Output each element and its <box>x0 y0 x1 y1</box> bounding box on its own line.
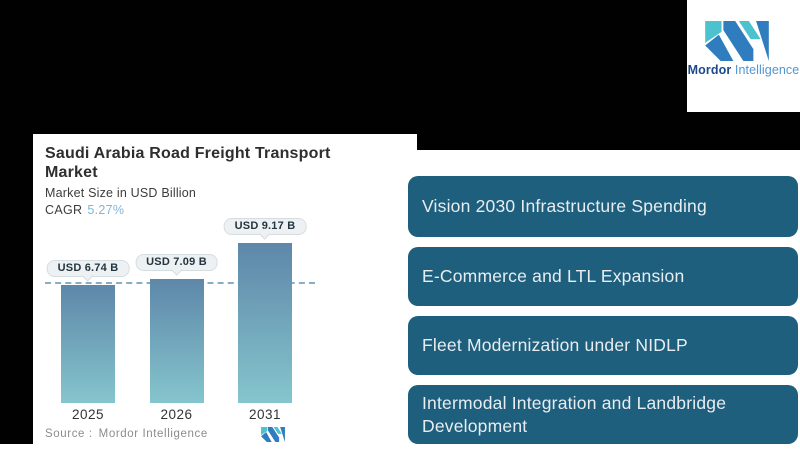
value-badge-label: USD 6.74 B <box>46 260 130 277</box>
source-value: Mordor Intelligence <box>98 428 208 440</box>
cagr-row: CAGR 5.27% <box>45 203 124 217</box>
mini-mordor-logo-icon <box>261 427 285 442</box>
driver-button-fleet-modernization[interactable]: Fleet Modernization under NIDLP <box>408 316 798 375</box>
driver-button-label: Fleet Modernization under NIDLP <box>422 335 688 355</box>
driver-button-label: Vision 2030 Infrastructure Spending <box>422 196 707 216</box>
year-label-2025: 2025 <box>71 407 105 422</box>
cagr-label: CAGR <box>45 203 83 217</box>
bar-2031 <box>238 243 292 403</box>
year-label-2031: 2031 <box>248 407 282 422</box>
driver-button-label: Intermodal Integration and Landbridge De… <box>422 392 727 436</box>
chart-title: Saudi Arabia Road Freight Transport Mark… <box>45 145 331 181</box>
driver-button-intermodal-landbridge[interactable]: Intermodal Integration and Landbridge De… <box>408 385 798 444</box>
background-left-strip <box>0 0 33 444</box>
year-label-2026: 2026 <box>160 407 193 422</box>
drivers-list: Vision 2030 Infrastructure Spending E-Co… <box>408 176 798 444</box>
value-badge-2025: USD 6.74 B <box>46 260 130 282</box>
brand-name-light: Intelligence <box>734 63 800 77</box>
driver-button-vision-2030[interactable]: Vision 2030 Infrastructure Spending <box>408 176 798 237</box>
bar-chart: USD 6.74 B 2025 USD 7.09 B 2026 USD 9.17 B 20… <box>33 134 408 449</box>
brand-logo-box: Mordor Intelligence <box>687 0 800 112</box>
bar-2025 <box>61 285 115 403</box>
bar-2026 <box>149 279 204 403</box>
value-badge-2026: USD 7.09 B <box>135 254 218 276</box>
driver-button-label: E-Commerce and LTL Expansion <box>422 266 685 286</box>
background-right-block <box>417 112 800 150</box>
brand-name-bold: Mordor <box>687 63 732 77</box>
value-badge-2031: USD 9.17 B <box>223 218 307 240</box>
mordor-logo-icon <box>705 21 769 61</box>
background-top-block <box>0 0 688 134</box>
chart-subtitle: Market Size in USD Billion <box>45 186 197 200</box>
cagr-value: 5.27% <box>87 203 125 217</box>
source-label: Source : <box>45 428 93 440</box>
driver-button-ecommerce-ltl[interactable]: E-Commerce and LTL Expansion <box>408 247 798 306</box>
value-badge-label: USD 9.17 B <box>223 218 307 235</box>
source-row: Source : Mordor Intelligence <box>45 428 208 440</box>
market-chart-card: Saudi Arabia Road Freight Transport Mark… <box>33 134 408 449</box>
brand-name: Mordor Intelligence <box>687 63 800 77</box>
